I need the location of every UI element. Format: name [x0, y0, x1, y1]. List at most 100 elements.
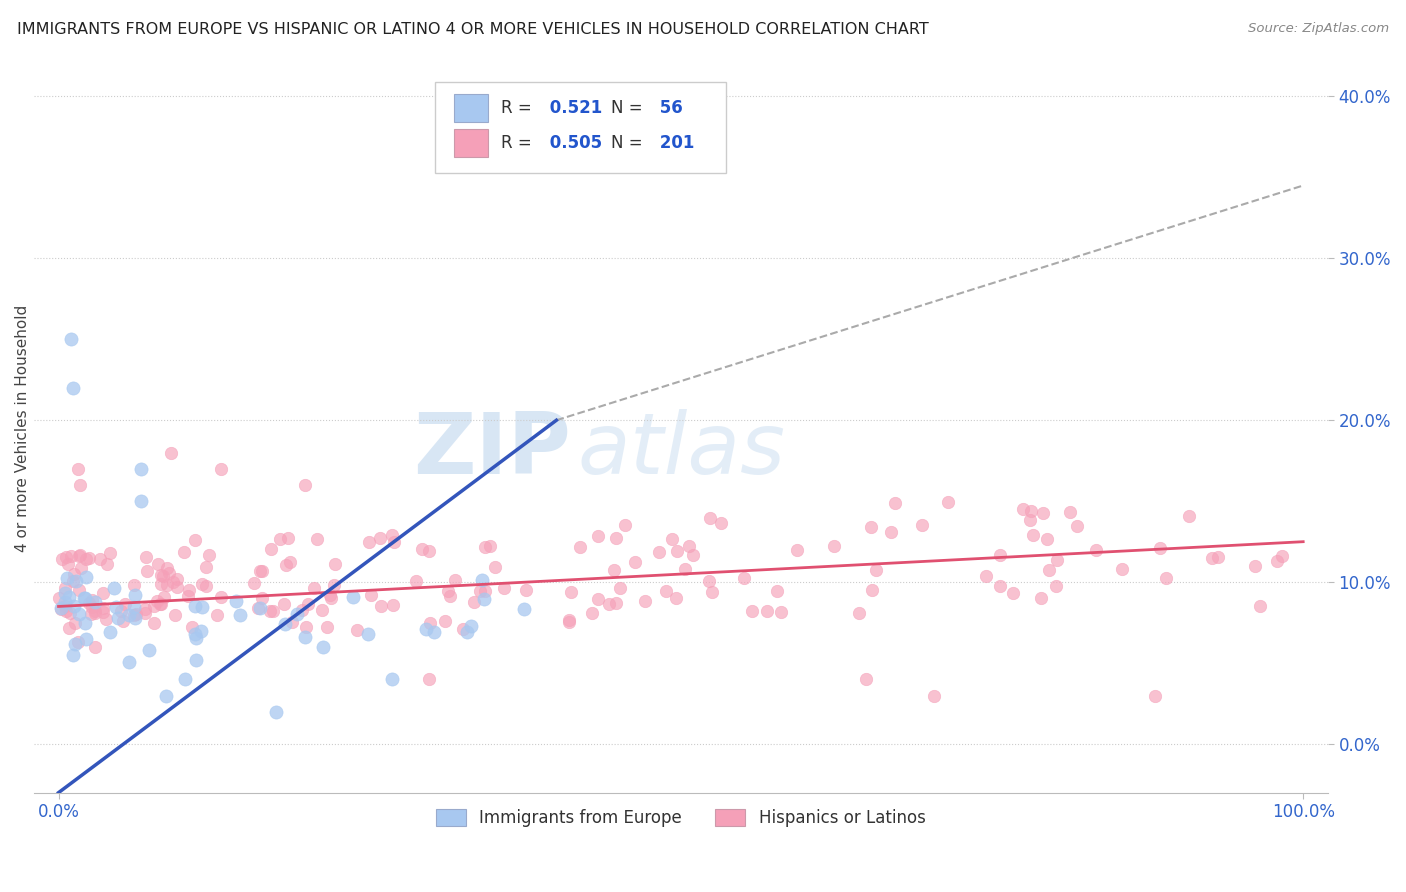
- Point: [91, 601, 114, 615]
- Point: [249, 564, 271, 578]
- Point: [62, 381, 84, 395]
- Point: [415, 622, 437, 636]
- Point: [439, 589, 461, 603]
- Point: [211, 590, 233, 604]
- Point: [294, 630, 316, 644]
- Point: [63, 566, 86, 581]
- Point: [848, 607, 870, 621]
- Point: [110, 604, 132, 618]
- Text: N =: N =: [612, 99, 648, 117]
- Point: [360, 588, 382, 602]
- Point: [269, 532, 291, 546]
- Point: [75, 591, 97, 606]
- Point: [177, 589, 200, 603]
- Point: [174, 673, 197, 687]
- Point: [1001, 586, 1024, 600]
- Point: [1149, 541, 1171, 555]
- Point: [451, 622, 474, 636]
- Point: [53, 599, 76, 614]
- Point: [569, 540, 592, 554]
- Point: [118, 655, 141, 669]
- Point: [1012, 502, 1035, 516]
- Point: [73, 615, 96, 630]
- Point: [295, 620, 318, 634]
- Point: [1085, 543, 1108, 558]
- Point: [129, 462, 152, 476]
- Point: [177, 582, 200, 597]
- Point: [56, 557, 79, 571]
- Point: [150, 597, 173, 611]
- Point: [381, 528, 404, 542]
- FancyBboxPatch shape: [454, 94, 488, 121]
- Point: [80, 607, 103, 622]
- Point: [191, 600, 214, 615]
- Point: [129, 494, 152, 508]
- Point: [60, 549, 83, 564]
- Point: [1144, 689, 1167, 703]
- Point: [63, 637, 86, 651]
- Point: [1019, 504, 1042, 518]
- Point: [823, 539, 845, 553]
- Point: [655, 583, 678, 598]
- Point: [190, 624, 212, 638]
- Point: [865, 563, 887, 577]
- Point: [96, 558, 118, 572]
- Point: [1019, 513, 1042, 527]
- Point: [150, 567, 173, 582]
- Point: [294, 478, 316, 492]
- Point: [152, 569, 174, 583]
- Point: [65, 574, 87, 589]
- Point: [474, 540, 496, 554]
- Point: [515, 582, 537, 597]
- Point: [262, 604, 284, 618]
- Point: [266, 705, 288, 719]
- Point: [311, 602, 333, 616]
- Point: [91, 605, 114, 619]
- Point: [302, 581, 325, 595]
- Point: [765, 584, 787, 599]
- Point: [63, 599, 86, 614]
- Point: [382, 598, 405, 612]
- Point: [315, 619, 337, 633]
- Point: [249, 601, 271, 615]
- Point: [149, 597, 172, 611]
- Point: [405, 574, 427, 589]
- Text: atlas: atlas: [578, 409, 786, 491]
- Point: [53, 581, 76, 595]
- Point: [433, 614, 456, 628]
- Point: [1045, 579, 1067, 593]
- Point: [678, 539, 700, 553]
- Point: [312, 640, 335, 654]
- Point: [60, 332, 83, 346]
- Point: [198, 548, 221, 562]
- Point: [122, 608, 145, 623]
- Point: [55, 604, 77, 618]
- Point: [468, 583, 491, 598]
- Point: [273, 616, 295, 631]
- Point: [156, 578, 179, 592]
- Point: [278, 555, 301, 569]
- Point: [382, 534, 405, 549]
- Point: [484, 560, 506, 574]
- Point: [58, 590, 80, 604]
- Point: [479, 540, 502, 554]
- Point: [697, 574, 720, 588]
- Text: 201: 201: [654, 134, 695, 152]
- Text: 0.521: 0.521: [544, 99, 602, 117]
- Point: [277, 531, 299, 545]
- Legend: Immigrants from Europe, Hispanics or Latinos: Immigrants from Europe, Hispanics or Lat…: [427, 800, 934, 835]
- Point: [157, 566, 180, 581]
- Point: [122, 578, 145, 592]
- Point: [1038, 564, 1060, 578]
- Point: [682, 548, 704, 562]
- Point: [53, 586, 76, 600]
- Point: [82, 593, 104, 607]
- Point: [159, 445, 181, 459]
- Point: [418, 544, 440, 558]
- Point: [557, 613, 579, 627]
- Point: [436, 584, 458, 599]
- Point: [297, 598, 319, 612]
- Point: [73, 591, 96, 605]
- FancyBboxPatch shape: [454, 129, 488, 157]
- Text: 0.505: 0.505: [544, 134, 602, 152]
